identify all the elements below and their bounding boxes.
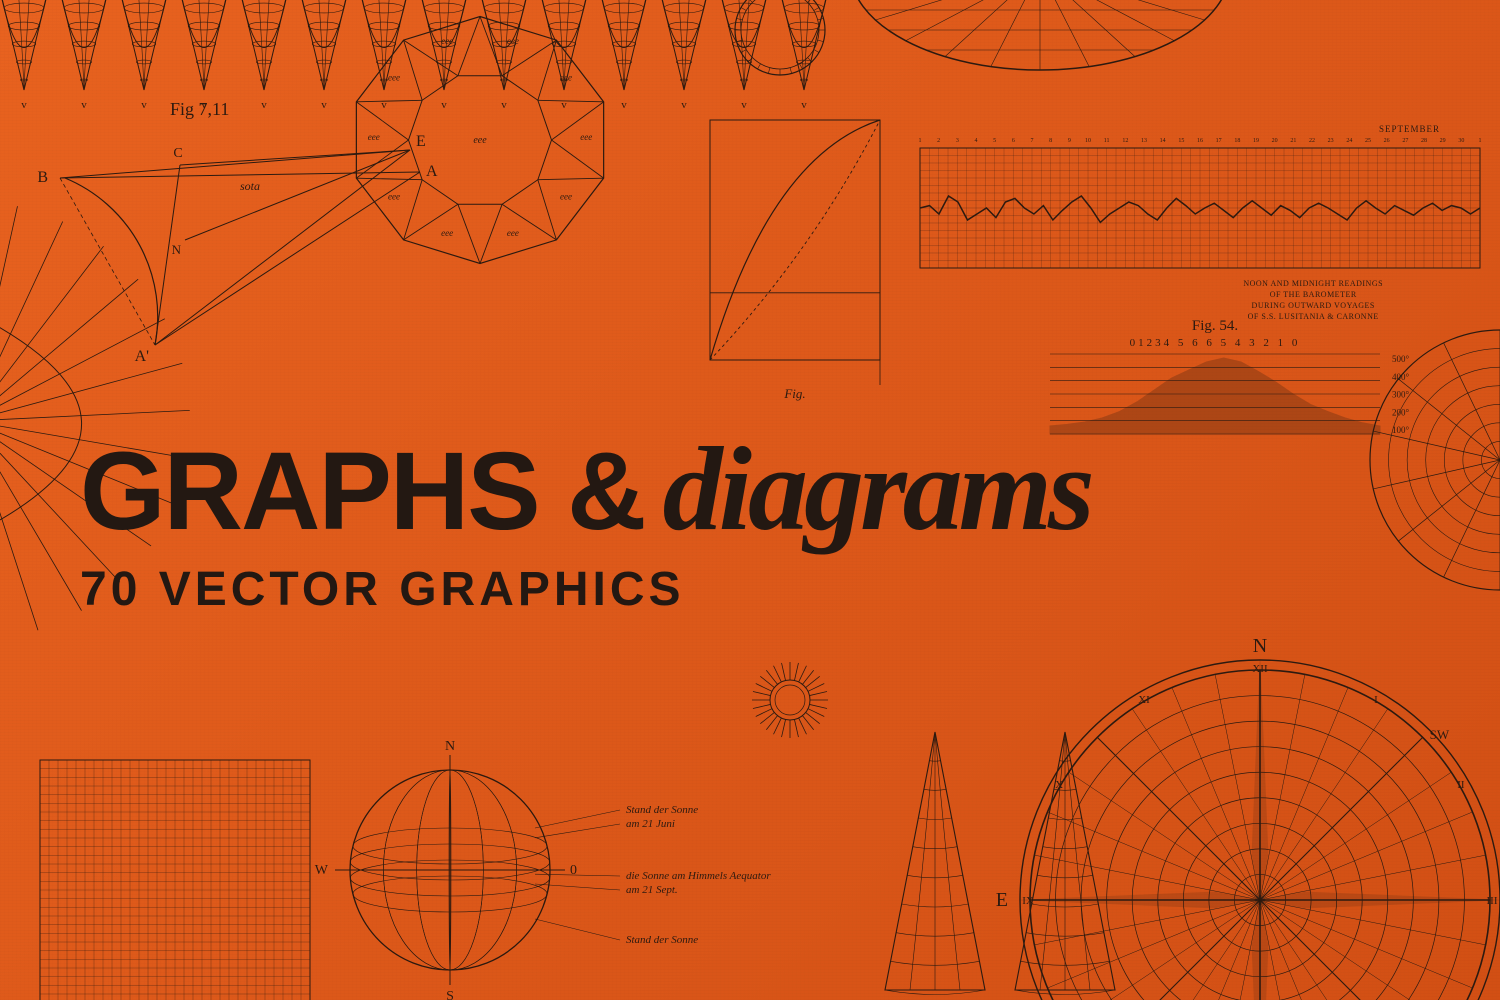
svg-text:sota: sota bbox=[240, 179, 260, 193]
svg-text:01234 5 6 6 5 4 3 2 1 0: 01234 5 6 6 5 4 3 2 1 0 bbox=[1130, 337, 1301, 349]
svg-text:IX: IX bbox=[1022, 895, 1034, 907]
svg-text:Fig 7,11: Fig 7,11 bbox=[170, 99, 229, 119]
grid-square bbox=[40, 760, 312, 1000]
title-line: GRAPHS & diagrams bbox=[80, 420, 1091, 558]
svg-text:eee: eee bbox=[441, 36, 453, 46]
svg-text:5: 5 bbox=[993, 138, 996, 144]
svg-text:11: 11 bbox=[1104, 138, 1110, 144]
svg-text:die Sonne am Himmels Aequator: die Sonne am Himmels Aequator bbox=[626, 870, 771, 882]
compass-rose: NEESSWXIIIIIIIIIIIIVVIVIIVIIIIXXXI bbox=[990, 630, 1500, 1000]
svg-text:26: 26 bbox=[1384, 138, 1390, 144]
svg-text:21: 21 bbox=[1290, 138, 1296, 144]
svg-text:eee: eee bbox=[507, 228, 519, 238]
svg-text:2: 2 bbox=[937, 138, 940, 144]
poster-canvas: GRAPHS & diagrams 70 VECTOR GRAPHICS v v v… bbox=[0, 0, 1500, 1000]
svg-text:W: W bbox=[315, 863, 329, 878]
svg-text:eee: eee bbox=[560, 191, 572, 201]
svg-text:am 21 Sept.: am 21 Sept. bbox=[626, 884, 678, 896]
svg-text:23: 23 bbox=[1328, 138, 1334, 144]
time-series-chart: SEPTEMBER1234567891011121314151617181920… bbox=[910, 120, 1490, 320]
parallelogram-curve: Fig. bbox=[700, 110, 910, 400]
svg-text:v: v bbox=[21, 99, 27, 111]
svg-text:12: 12 bbox=[1122, 138, 1128, 144]
svg-text:17: 17 bbox=[1216, 138, 1222, 144]
title-italic: diagrams bbox=[663, 420, 1091, 558]
svg-text:SEPTEMBER: SEPTEMBER bbox=[1379, 124, 1440, 134]
svg-text:Fig.: Fig. bbox=[783, 386, 805, 401]
svg-text:NOON AND MIDNIGHT READINGS: NOON AND MIDNIGHT READINGS bbox=[1243, 279, 1383, 288]
svg-text:25: 25 bbox=[1365, 138, 1371, 144]
svg-text:4: 4 bbox=[975, 138, 978, 144]
svg-text:C: C bbox=[173, 146, 182, 161]
svg-text:19: 19 bbox=[1253, 138, 1259, 144]
svg-text:eee: eee bbox=[388, 191, 400, 201]
svg-text:15: 15 bbox=[1178, 138, 1184, 144]
title-bold: GRAPHS & bbox=[80, 428, 645, 555]
svg-text:v: v bbox=[681, 99, 687, 111]
svg-text:eee: eee bbox=[388, 73, 400, 83]
svg-text:SW: SW bbox=[1430, 727, 1450, 742]
svg-text:6: 6 bbox=[1012, 138, 1015, 144]
svg-text:28: 28 bbox=[1421, 138, 1427, 144]
svg-text:Fig. 54.: Fig. 54. bbox=[1192, 318, 1238, 334]
svg-text:S: S bbox=[446, 989, 454, 1000]
svg-text:v: v bbox=[621, 99, 627, 111]
svg-text:16: 16 bbox=[1197, 138, 1203, 144]
globe: NSW0Stand der Sonneam 21 Junidie Sonne a… bbox=[290, 750, 870, 1000]
svg-text:N: N bbox=[172, 242, 182, 257]
svg-text:1: 1 bbox=[1479, 138, 1482, 144]
svg-text:10: 10 bbox=[1085, 138, 1091, 144]
svg-text:13: 13 bbox=[1141, 138, 1147, 144]
svg-text:3: 3 bbox=[956, 138, 959, 144]
svg-text:8: 8 bbox=[1049, 138, 1052, 144]
svg-text:20: 20 bbox=[1272, 138, 1278, 144]
svg-text:7: 7 bbox=[1031, 138, 1034, 144]
svg-text:9: 9 bbox=[1068, 138, 1071, 144]
svg-text:eee: eee bbox=[368, 132, 380, 142]
dodecahedron: 16 eee eee eee eee eee eee eee eee eee eee eee bbox=[340, 0, 620, 300]
svg-text:22: 22 bbox=[1309, 138, 1315, 144]
svg-text:Stand der Sonne: Stand der Sonne bbox=[626, 934, 698, 946]
svg-text:1: 1 bbox=[919, 138, 922, 144]
svg-text:DURING OUTWARD VOYAGES: DURING OUTWARD VOYAGES bbox=[1252, 301, 1375, 310]
svg-text:N: N bbox=[1253, 635, 1267, 657]
svg-text:14: 14 bbox=[1160, 138, 1166, 144]
svg-text:E: E bbox=[996, 889, 1008, 911]
svg-text:24: 24 bbox=[1346, 138, 1352, 144]
svg-text:v: v bbox=[141, 99, 147, 111]
svg-text:v: v bbox=[81, 99, 87, 111]
svg-text:B: B bbox=[37, 169, 48, 186]
svg-text:eee: eee bbox=[507, 36, 519, 46]
svg-text:X: X bbox=[1055, 779, 1063, 791]
title-block: GRAPHS & diagrams 70 VECTOR GRAPHICS bbox=[80, 420, 1091, 617]
svg-text:0: 0 bbox=[570, 863, 577, 878]
svg-text:v: v bbox=[261, 99, 267, 111]
svg-text:eee: eee bbox=[560, 73, 572, 83]
svg-text:N: N bbox=[445, 739, 455, 754]
double-circle-top bbox=[730, 0, 830, 80]
svg-text:eee: eee bbox=[441, 228, 453, 238]
subtitle: 70 VECTOR GRAPHICS bbox=[80, 562, 1091, 617]
svg-text:XII: XII bbox=[1252, 663, 1268, 675]
svg-text:16: 16 bbox=[558, 0, 572, 2]
svg-text:II: II bbox=[1457, 779, 1465, 791]
svg-text:eee: eee bbox=[473, 135, 487, 146]
svg-text:29: 29 bbox=[1440, 138, 1446, 144]
svg-text:30: 30 bbox=[1458, 138, 1464, 144]
sunburst bbox=[748, 658, 832, 742]
svg-text:am 21 Juni: am 21 Juni bbox=[626, 818, 675, 830]
svg-text:XI: XI bbox=[1138, 694, 1150, 706]
partial-circle-right bbox=[1360, 320, 1500, 600]
svg-text:v: v bbox=[321, 99, 327, 111]
svg-text:Stand der Sonne: Stand der Sonne bbox=[626, 804, 698, 816]
svg-text:OF THE BAROMETER: OF THE BAROMETER bbox=[1270, 290, 1357, 299]
svg-text:18: 18 bbox=[1234, 138, 1240, 144]
svg-text:III: III bbox=[1487, 895, 1498, 907]
svg-text:I: I bbox=[1374, 694, 1378, 706]
svg-text:eee: eee bbox=[580, 132, 592, 142]
svg-text:27: 27 bbox=[1402, 138, 1408, 144]
